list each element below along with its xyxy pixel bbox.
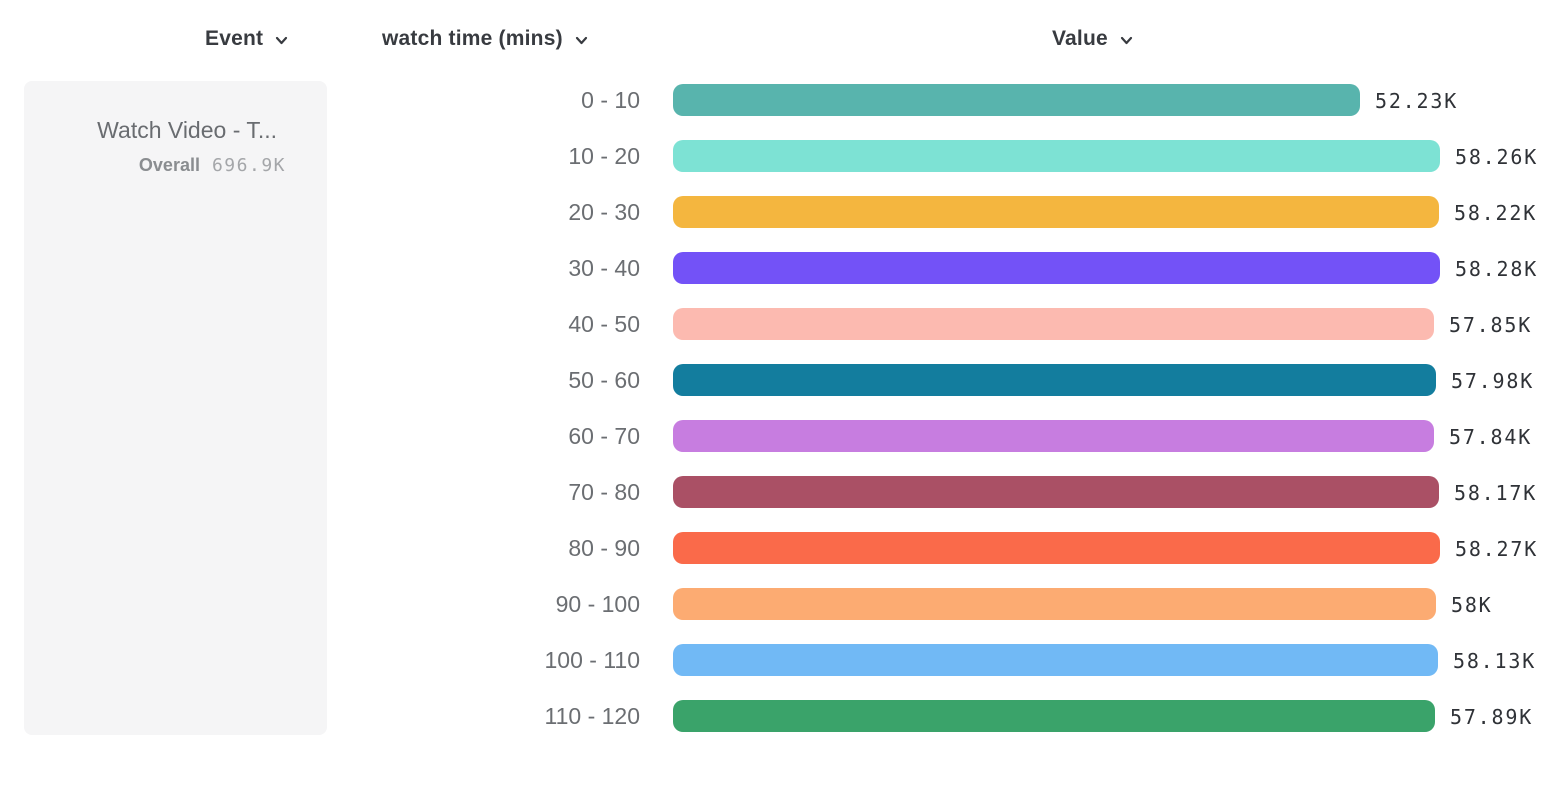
bar-value-label: 58.13K — [1453, 649, 1537, 673]
bar-value-label: 58K — [1451, 593, 1493, 617]
bar-row: 60 - 70 57.84K — [0, 420, 1568, 452]
chevron-down-icon — [575, 36, 587, 45]
bar[interactable] — [673, 364, 1436, 396]
bar-value-label: 57.98K — [1451, 369, 1535, 393]
bar[interactable] — [673, 476, 1439, 508]
bar-value-label: 57.84K — [1449, 425, 1533, 449]
bar[interactable] — [673, 252, 1440, 284]
bar[interactable] — [673, 644, 1438, 676]
category-label: 80 - 90 — [568, 535, 640, 561]
bar-value-label: 58.26K — [1455, 145, 1539, 169]
category-label: 20 - 30 — [568, 199, 640, 225]
category-label: 10 - 20 — [568, 143, 640, 169]
bar[interactable] — [673, 588, 1436, 620]
bar-row: 10 - 20 58.26K — [0, 140, 1568, 172]
bar-value-label: 58.28K — [1455, 257, 1539, 281]
event-column-dropdown[interactable]: Event — [205, 27, 289, 51]
category-label: 30 - 40 — [568, 255, 640, 281]
bar[interactable] — [673, 700, 1435, 732]
bar[interactable] — [673, 140, 1440, 172]
bar[interactable] — [673, 196, 1439, 228]
bar-row: 110 - 120 57.89K — [0, 700, 1568, 732]
category-label: 90 - 100 — [555, 591, 640, 617]
category-label: 70 - 80 — [568, 479, 640, 505]
overall-value: 696.9K — [211, 155, 286, 176]
event-title: Watch Video - T... — [97, 117, 277, 143]
bar-value-label: 58.27K — [1455, 537, 1539, 561]
bar[interactable] — [673, 308, 1434, 340]
bar-row: 70 - 80 58.17K — [0, 476, 1568, 508]
bar-value-label: 58.22K — [1454, 201, 1538, 225]
chevron-down-icon — [1120, 36, 1132, 45]
event-overall-row: Overall 696.9K — [139, 155, 286, 176]
bar-value-label: 57.85K — [1449, 313, 1533, 337]
category-label: 40 - 50 — [568, 311, 640, 337]
value-column-dropdown[interactable]: Value — [1052, 27, 1134, 51]
breakdown-column-dropdown[interactable]: watch time (mins) — [382, 27, 589, 51]
value-column-label: Value — [1052, 27, 1108, 50]
bar-row: 20 - 30 58.22K — [0, 196, 1568, 228]
category-label: 60 - 70 — [568, 423, 640, 449]
category-label: 110 - 120 — [544, 703, 640, 729]
bar-row: 40 - 50 57.85K — [0, 308, 1568, 340]
chevron-down-icon — [276, 36, 288, 45]
overall-label: Overall — [138, 155, 200, 175]
breakdown-column-label: watch time (mins) — [382, 27, 563, 50]
category-label: 0 - 10 — [581, 87, 640, 113]
bar-row: 30 - 40 58.28K — [0, 252, 1568, 284]
bar-value-label: 52.23K — [1375, 89, 1459, 113]
bar-value-label: 57.89K — [1450, 705, 1534, 729]
category-label: 100 - 110 — [544, 647, 640, 673]
bar-row: 0 - 10 52.23K — [0, 84, 1568, 116]
event-card[interactable]: Watch Video - T... Overall 696.9K — [24, 81, 327, 735]
bar-row: 50 - 60 57.98K — [0, 364, 1568, 396]
event-column-label: Event — [205, 27, 264, 50]
bar-row: 100 - 110 58.13K — [0, 644, 1568, 676]
bar[interactable] — [673, 420, 1434, 452]
bar-row: 80 - 90 58.27K — [0, 532, 1568, 564]
bar-row: 90 - 100 58K — [0, 588, 1568, 620]
bar[interactable] — [673, 532, 1440, 564]
bar[interactable] — [673, 84, 1360, 116]
category-label: 50 - 60 — [568, 367, 640, 393]
bar-value-label: 58.17K — [1454, 481, 1538, 505]
